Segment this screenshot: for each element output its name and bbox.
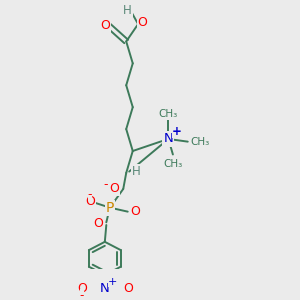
Text: O: O xyxy=(109,182,119,195)
Text: CH₃: CH₃ xyxy=(190,136,209,147)
Text: +: + xyxy=(172,125,182,138)
Text: O: O xyxy=(85,195,95,208)
Text: CH₃: CH₃ xyxy=(159,109,178,119)
Text: O: O xyxy=(130,205,140,218)
Text: O: O xyxy=(93,217,103,230)
Text: O: O xyxy=(138,16,148,29)
Text: CH₃: CH₃ xyxy=(163,159,182,169)
Text: O: O xyxy=(123,282,133,295)
Text: O: O xyxy=(77,282,87,295)
Text: -: - xyxy=(80,289,84,300)
Text: P: P xyxy=(106,201,114,214)
Text: N: N xyxy=(164,133,173,146)
Text: +: + xyxy=(108,277,117,286)
Text: O: O xyxy=(100,19,110,32)
Text: N: N xyxy=(100,282,110,295)
Text: H: H xyxy=(132,165,141,178)
Text: -: - xyxy=(104,178,108,190)
Text: -: - xyxy=(88,188,92,201)
Text: H: H xyxy=(123,4,132,17)
